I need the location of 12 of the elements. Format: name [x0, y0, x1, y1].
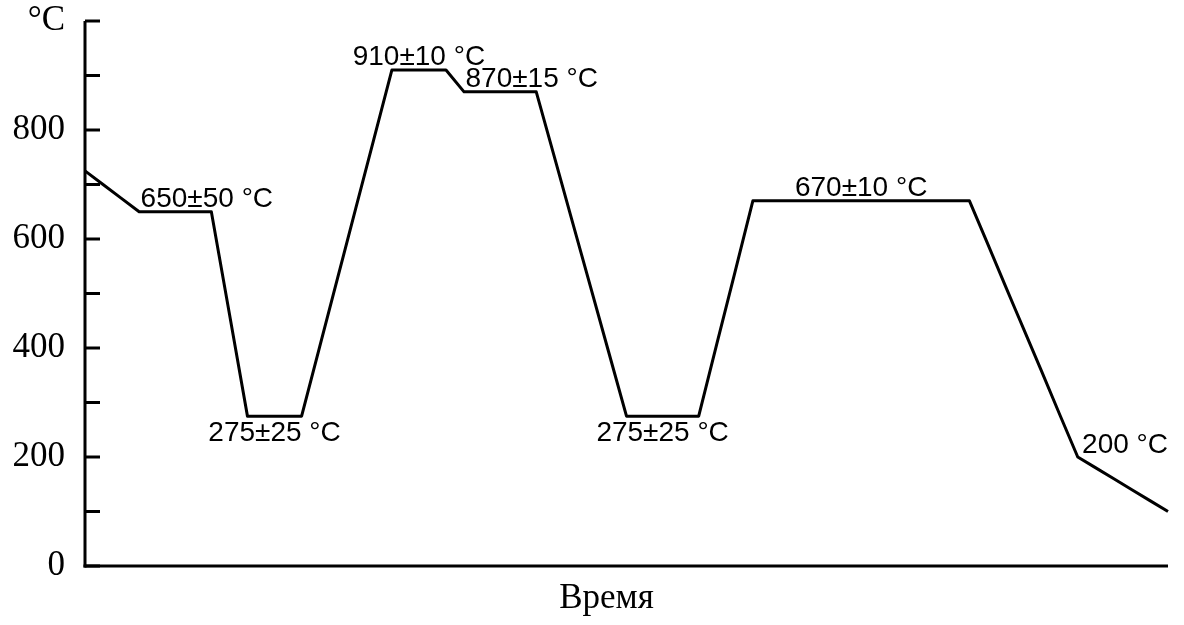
annotation: 275±25 °C — [596, 416, 729, 448]
y-tick-label: 400 — [12, 326, 65, 366]
annotation: 200 °C — [1082, 428, 1169, 460]
y-tick-label: 0 — [47, 544, 65, 584]
annotation: 670±10 °C — [794, 170, 928, 202]
y-tick-label: 800 — [12, 108, 65, 148]
annotation: 650±50 °C — [140, 181, 274, 213]
y-tick-label: 200 — [12, 435, 65, 475]
y-tick-label: 600 — [12, 217, 65, 257]
annotation: 275±25 °C — [208, 416, 341, 448]
y-axis-title: °C — [27, 0, 65, 39]
x-axis-title: Время — [559, 577, 654, 617]
